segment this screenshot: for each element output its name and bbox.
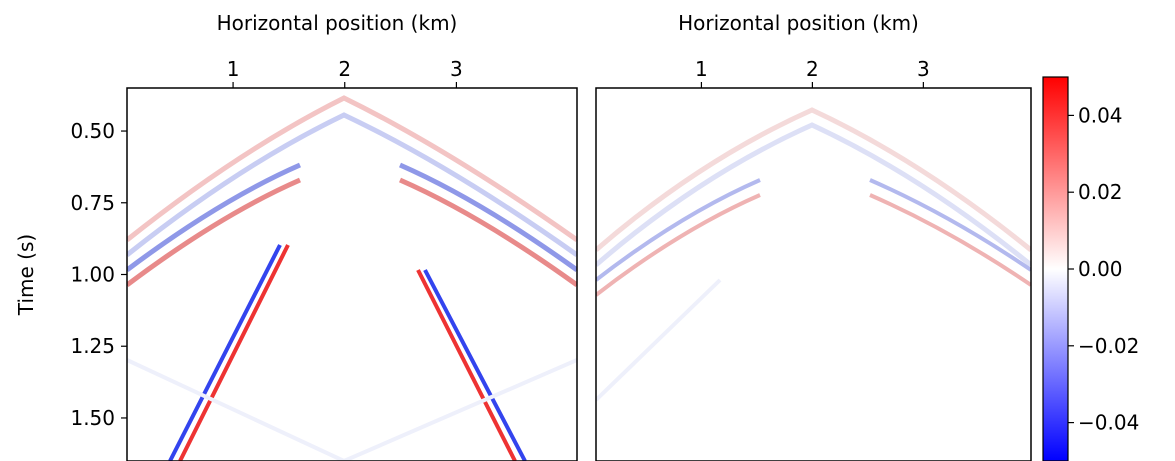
x-tick-label: 3 xyxy=(917,57,930,81)
colorbar-tick-label: 0.02 xyxy=(1078,180,1123,204)
colorbar-tick-label: 0.04 xyxy=(1078,103,1123,127)
seismic-event xyxy=(596,278,722,402)
seismic-event xyxy=(416,269,517,461)
seismic-event xyxy=(178,244,290,461)
x-axis-label: Horizontal position (km) xyxy=(678,11,919,35)
seismic-event xyxy=(127,162,302,272)
colorbar-tick-label: −0.04 xyxy=(1078,411,1139,435)
x-tick-label: 2 xyxy=(338,57,351,81)
seismic-event xyxy=(398,177,577,288)
y-tick-label: 1.25 xyxy=(70,334,115,358)
colorbar-tick-label: −0.02 xyxy=(1078,334,1139,358)
seismic-event xyxy=(127,95,577,243)
plot-frame xyxy=(126,87,578,461)
seismic-event xyxy=(127,112,577,258)
seismic-event xyxy=(398,162,577,273)
x-axis-label: Horizontal position (km) xyxy=(217,11,458,35)
seismic-event xyxy=(596,193,761,297)
y-tick-label: 1.00 xyxy=(70,263,115,287)
x-tick-label: 1 xyxy=(227,57,240,81)
seismic-event xyxy=(423,269,527,461)
y-tick-label: 1.50 xyxy=(70,406,115,430)
seismic-image xyxy=(127,95,577,461)
x-tick-label: 2 xyxy=(806,57,819,81)
x-tick-label: 1 xyxy=(695,57,708,81)
plot-frame xyxy=(595,87,1032,461)
y-axis-label: Time (s) xyxy=(14,234,38,316)
x-tick-label: 3 xyxy=(450,57,463,81)
seismic-event xyxy=(596,107,1031,252)
colorbar xyxy=(1042,76,1069,461)
y-tick-label: 0.75 xyxy=(70,191,115,215)
seismic-event xyxy=(127,177,302,287)
seismic-event xyxy=(127,358,577,461)
seismic-event xyxy=(596,178,761,282)
seismic-event xyxy=(168,244,282,461)
y-tick-label: 0.50 xyxy=(70,119,115,143)
seismic-event xyxy=(869,193,1031,287)
colorbar-tick-label: 0.00 xyxy=(1078,257,1123,281)
seismic-image xyxy=(596,107,1031,402)
seismic-event xyxy=(869,178,1031,272)
seismic-event xyxy=(596,122,1031,267)
